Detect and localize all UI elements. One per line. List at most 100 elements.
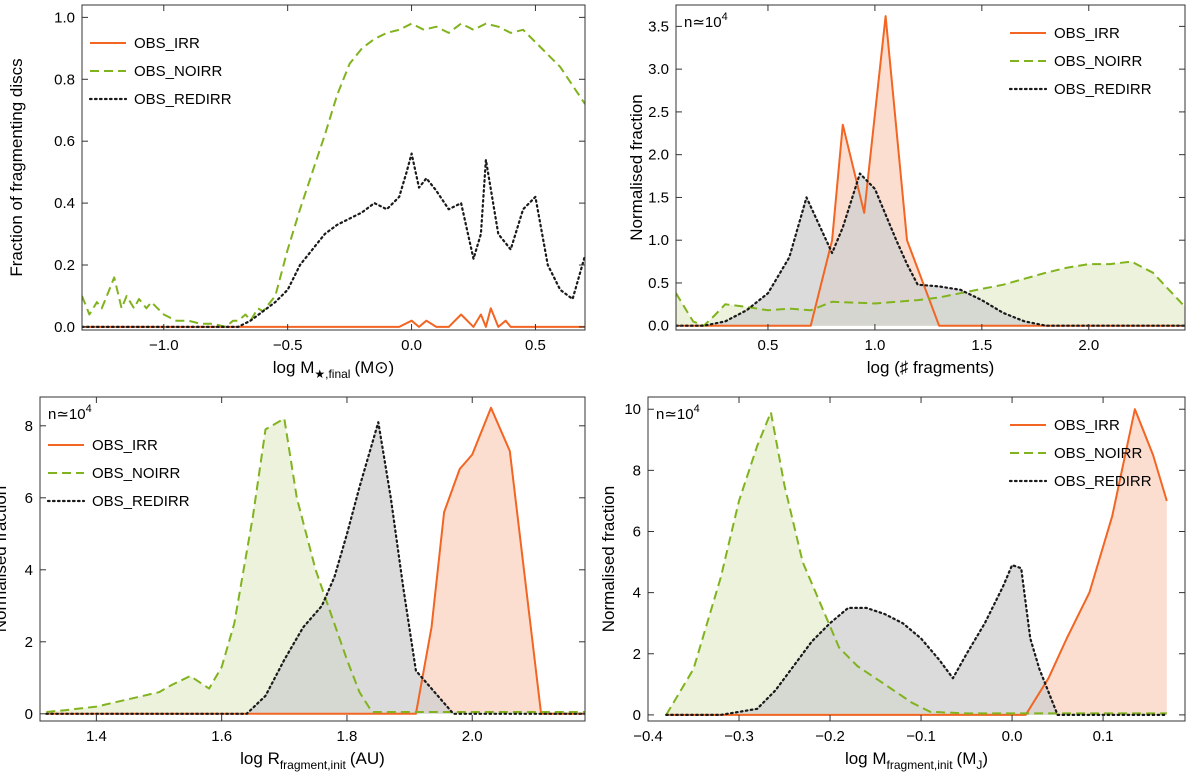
x-tick-label: −1.0 — [149, 337, 179, 354]
area-obs-noirr — [666, 412, 1167, 715]
y-tick-label: 3.0 — [648, 61, 669, 78]
legend: OBS_IRR OBS_NOIRR OBS_REDIRR — [46, 437, 190, 510]
series-line-obs-redirr — [82, 152, 585, 328]
x-tick-label: 1.0 — [864, 337, 885, 354]
y-tick-label: 2 — [633, 646, 641, 663]
x-axis-label-main: log M — [273, 358, 315, 377]
y-tick-label: 8 — [25, 418, 33, 435]
plot-area — [45, 406, 585, 715]
legend: OBS_IRR OBS_NOIRR OBS_REDIRR — [1008, 25, 1152, 98]
legend-label-obs-irr: OBS_IRR — [1054, 417, 1120, 434]
x-axis-label-unit: (M⊙) — [354, 358, 394, 377]
y-tick-label: 1.0 — [54, 9, 75, 26]
y-tick-label: 10 — [624, 401, 641, 418]
series-line-obs-redirr — [676, 172, 1185, 327]
x-axis-label-unit: (AU) — [350, 749, 385, 768]
y-tick-label: 0.2 — [54, 257, 75, 274]
x-tick-label: 1.6 — [211, 728, 232, 745]
area-obs-redirr — [666, 565, 1167, 715]
x-axis-label: log Mfragment,init (MJ) — [845, 749, 988, 772]
series-line-obs-irr — [666, 408, 1168, 716]
x-tick-label: 2.0 — [462, 728, 483, 745]
y-tick-label: 0.6 — [54, 133, 75, 150]
panel-radius-histogram: 1.4 1.6 1.8 2.0 0 2 4 6 8 log Rfragment,init (AU) N… — [0, 396, 586, 772]
series-line-obs-noirr — [676, 260, 1185, 327]
area-obs-redirr — [46, 422, 585, 714]
sample-size-base: n≃10 — [48, 406, 86, 423]
y-tick-label: 2 — [25, 634, 33, 651]
y-tick-label: 0.8 — [54, 71, 75, 88]
legend-label-obs-noirr: OBS_NOIRR — [134, 63, 223, 80]
y-tick-label: 0 — [633, 707, 641, 724]
y-axis-label: Fraction of fragmenting discs — [7, 58, 26, 276]
sample-size-base: n≃10 — [656, 406, 694, 423]
plot-area — [82, 22, 585, 328]
x-tick-label: 0.1 — [1093, 728, 1114, 745]
y-tick-label: 4 — [633, 585, 641, 602]
series-line-obs-noirr — [665, 411, 1167, 716]
x-axis-label-unit: (M — [957, 749, 977, 768]
legend-label-obs-irr: OBS_IRR — [1054, 25, 1120, 42]
x-tick-label: 1.8 — [337, 728, 358, 745]
panel-fragments-histogram: 0.5 1.0 1.5 2.0 0.0 0.5 1.0 1.5 2.0 2.5 3.0 3.5 log … — [627, 4, 1186, 377]
x-axis-label: log M★,final (M⊙) — [273, 358, 394, 381]
x-axis-label: log Rfragment,init (AU) — [240, 749, 385, 772]
plot-frame — [39, 396, 586, 722]
x-axis-label: log (♯ fragments) — [867, 358, 995, 377]
series-line-obs-noirr — [46, 417, 585, 713]
sample-size-note: n≃104 — [48, 403, 92, 423]
legend-label-obs-irr: OBS_IRR — [134, 35, 200, 52]
legend: OBS_IRR OBS_NOIRR OBS_REDIRR — [88, 35, 232, 108]
plot-area — [665, 408, 1168, 717]
plot-frame — [81, 4, 586, 331]
x-axis-label-main: log (♯ fragments) — [867, 358, 995, 377]
legend: OBS_IRR OBS_NOIRR OBS_REDIRR — [1008, 417, 1152, 490]
legend-label-obs-redirr: OBS_REDIRR — [1054, 81, 1152, 98]
panel-fragmenting-fraction: −1.0 −0.5 0.0 0.5 0.0 0.2 0.4 0.6 0.8 1.0 log M★,f… — [7, 4, 586, 381]
x-axis-label-unit-subscript: J — [976, 758, 982, 772]
y-tick-label: 2.0 — [648, 147, 669, 164]
legend-label-obs-redirr: OBS_REDIRR — [1054, 473, 1152, 490]
y-tick-label: 1.5 — [648, 189, 669, 206]
legend-label-obs-redirr: OBS_REDIRR — [134, 91, 232, 108]
plot-frame — [675, 4, 1186, 331]
sample-size-exponent: 4 — [694, 403, 700, 415]
panel-mass-histogram: −0.4 −0.3 −0.2 −0.1 0.0 0.1 0 2 4 6 8 10 log Mfragme… — [599, 396, 1186, 772]
x-tick-label: 2.0 — [1078, 337, 1099, 354]
x-tick-label: −0.2 — [815, 728, 845, 745]
x-axis-label-main: log R — [240, 749, 280, 768]
x-axis-label-subscript: fragment,init — [887, 758, 954, 772]
x-axis-label-subscript: ★,final — [314, 367, 350, 381]
legend-label-obs-noirr: OBS_NOIRR — [92, 465, 181, 482]
series-line-obs-noirr — [82, 22, 585, 328]
y-tick-label: 6 — [633, 523, 641, 540]
sample-size-exponent: 4 — [722, 11, 728, 23]
legend-label-obs-noirr: OBS_NOIRR — [1054, 53, 1143, 70]
x-tick-label: −0.5 — [273, 337, 303, 354]
x-tick-label: 0.0 — [1002, 728, 1023, 745]
x-tick-label: 1.4 — [86, 728, 107, 745]
x-axis-label-subscript: fragment,init — [280, 758, 347, 772]
area-obs-noirr — [676, 261, 1185, 326]
series-line-obs-irr — [46, 406, 585, 715]
x-axis-label-unit-end: ) — [982, 749, 988, 768]
y-tick-label: 0.0 — [54, 319, 75, 336]
x-axis-label-main: log M — [845, 749, 887, 768]
sample-size-base: n≃10 — [684, 14, 722, 31]
series-line-obs-redirr — [45, 421, 585, 715]
legend-label-obs-noirr: OBS_NOIRR — [1054, 445, 1143, 462]
x-tick-label: −0.3 — [724, 728, 754, 745]
y-axis-label: Normalised fraction — [599, 486, 618, 632]
y-tick-label: 0.0 — [648, 318, 669, 335]
y-tick-label: 8 — [633, 462, 641, 479]
x-tick-label: 0.0 — [401, 337, 422, 354]
plot-area — [676, 15, 1185, 327]
y-tick-label: 1.0 — [648, 232, 669, 249]
y-axis-label: Normalised fraction — [0, 486, 10, 632]
y-tick-label: 0 — [25, 706, 33, 723]
x-tick-label: 1.5 — [971, 337, 992, 354]
plot-frame — [647, 396, 1186, 722]
x-tick-label: −0.1 — [906, 728, 936, 745]
y-tick-label: 2.5 — [648, 104, 669, 121]
